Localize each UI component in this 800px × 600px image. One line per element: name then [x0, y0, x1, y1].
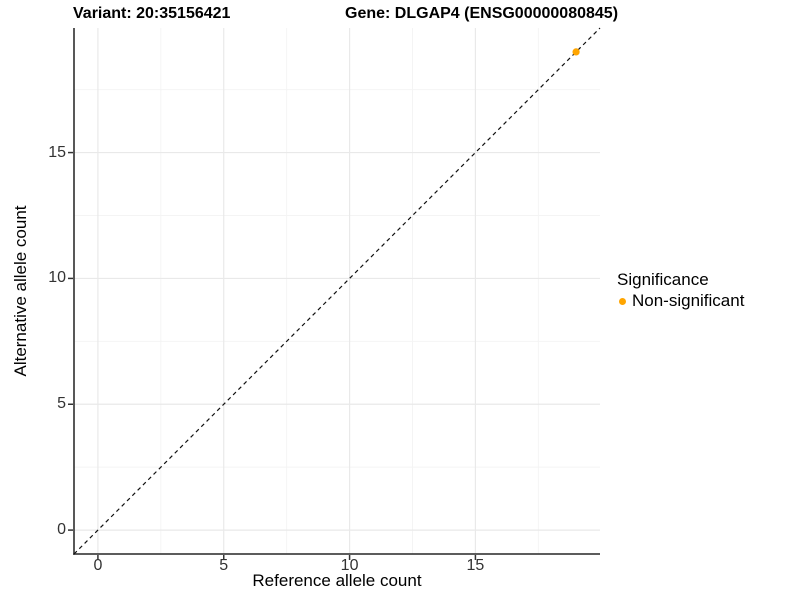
data-point: [572, 48, 580, 56]
legend: Significance Non-significant: [617, 270, 744, 309]
plot-title-variant: Variant: 20:35156421: [73, 5, 231, 22]
y-tick-label: 15: [48, 143, 66, 161]
y-tick-label: 5: [57, 395, 66, 413]
x-tick-label: 5: [219, 557, 229, 574]
legend-point-icon: [619, 297, 626, 305]
y-tick-label: 10: [48, 269, 66, 287]
x-tick-label: 10: [340, 557, 359, 574]
legend-title: Significance: [617, 270, 709, 289]
x-tick-label: 15: [466, 557, 485, 574]
plot-title-gene: Gene: DLGAP4 (ENSG00000080845): [345, 5, 619, 22]
y-tick-label: 0: [57, 521, 66, 539]
legend-item-label: Non-significant: [632, 291, 745, 310]
x-axis-title: Reference allele count: [252, 571, 422, 590]
y-axis-title: Alternative allele count: [11, 205, 30, 377]
identity-line: [73, 27, 601, 555]
x-tick-label: 0: [93, 557, 103, 574]
legend-item: Non-significant: [619, 291, 745, 310]
